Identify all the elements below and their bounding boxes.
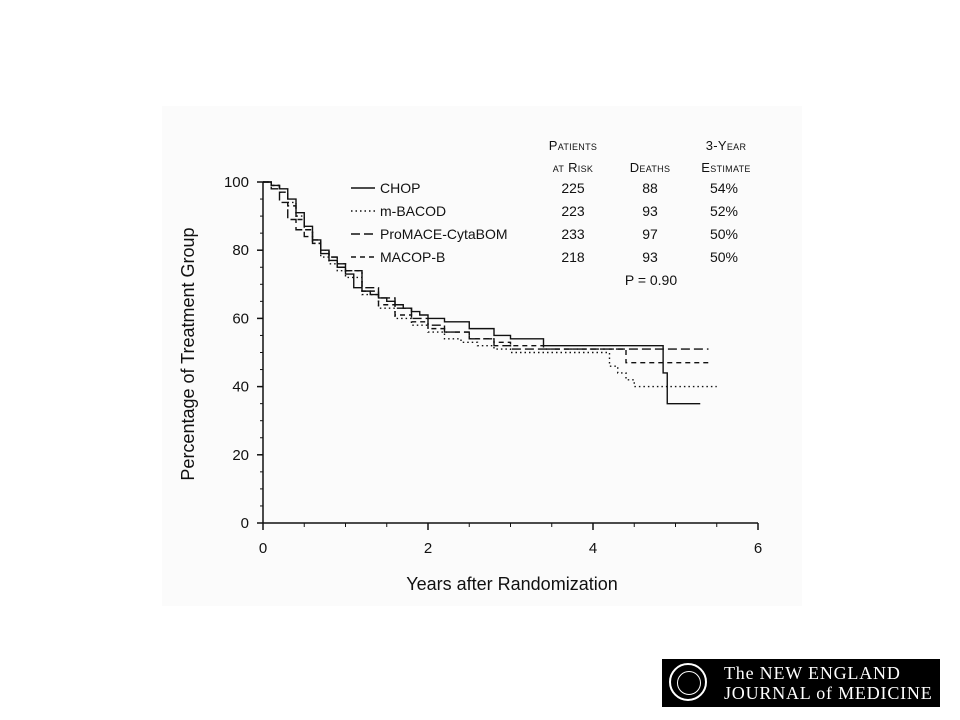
header-deaths: Deaths (630, 160, 671, 175)
seal-icon (669, 663, 707, 701)
deaths-value: 93 (642, 203, 658, 219)
y-tick-label: 100 (224, 174, 249, 191)
logo-line1: The NEW ENGLAND (724, 663, 901, 683)
y-tick-label: 40 (232, 379, 249, 396)
y-ticks: 0 20 40 60 80 100 (224, 174, 263, 532)
p-value: P = 0.90 (625, 272, 678, 288)
header-at-risk: at Risk (553, 160, 593, 175)
deaths-value: 97 (642, 226, 658, 242)
legend-table: Patients at Risk Deaths 3-Year Estimate … (351, 138, 750, 288)
x-tick-label: 0 (259, 540, 267, 557)
at-risk-value: 225 (561, 180, 585, 196)
y-tick-label: 0 (241, 515, 249, 532)
estimate-value: 52% (710, 203, 738, 219)
legend-label: MACOP-B (380, 249, 445, 265)
series-macop-b-line (263, 181, 709, 364)
legend-label: m-BACOD (380, 203, 446, 219)
legend-rows: CHOP 225 88 54% m-BACOD 223 93 52% ProMACE-CytaB… (351, 180, 738, 265)
x-tick-label: 6 (754, 540, 762, 557)
at-risk-value: 218 (561, 249, 585, 265)
x-tick-label: 2 (424, 540, 432, 557)
y-tick-label: 20 (232, 447, 249, 464)
x-tick-label: 4 (589, 540, 597, 557)
series-group (263, 181, 717, 405)
x-axis-title: Years after Randomization (406, 574, 617, 594)
legend-label: ProMACE-CytaBOM (380, 226, 508, 242)
estimate-value: 50% (710, 249, 738, 265)
deaths-value: 93 (642, 249, 658, 265)
y-tick-label: 60 (232, 310, 249, 327)
legend-label: CHOP (380, 180, 420, 196)
series-promace-cytabom-line (263, 181, 709, 350)
at-risk-value: 233 (561, 226, 585, 242)
at-risk-value: 223 (561, 203, 585, 219)
logo-line2: JOURNAL of MEDICINE (724, 683, 933, 703)
series-chop-line (263, 181, 701, 405)
y-tick-label: 80 (232, 242, 249, 259)
deaths-value: 88 (642, 180, 658, 196)
axes (262, 182, 758, 524)
series-m-bacod-line (263, 181, 717, 388)
header-three-year: 3-Year (706, 138, 747, 153)
header-estimate: Estimate (701, 160, 750, 175)
header-patients: Patients (549, 138, 597, 153)
x-ticks: 0 2 4 6 (259, 523, 762, 557)
nejm-logo: The NEW ENGLAND JOURNAL of MEDICINE (662, 659, 940, 707)
y-axis-title: Percentage of Treatment Group (178, 227, 198, 480)
estimate-value: 54% (710, 180, 738, 196)
estimate-value: 50% (710, 226, 738, 242)
